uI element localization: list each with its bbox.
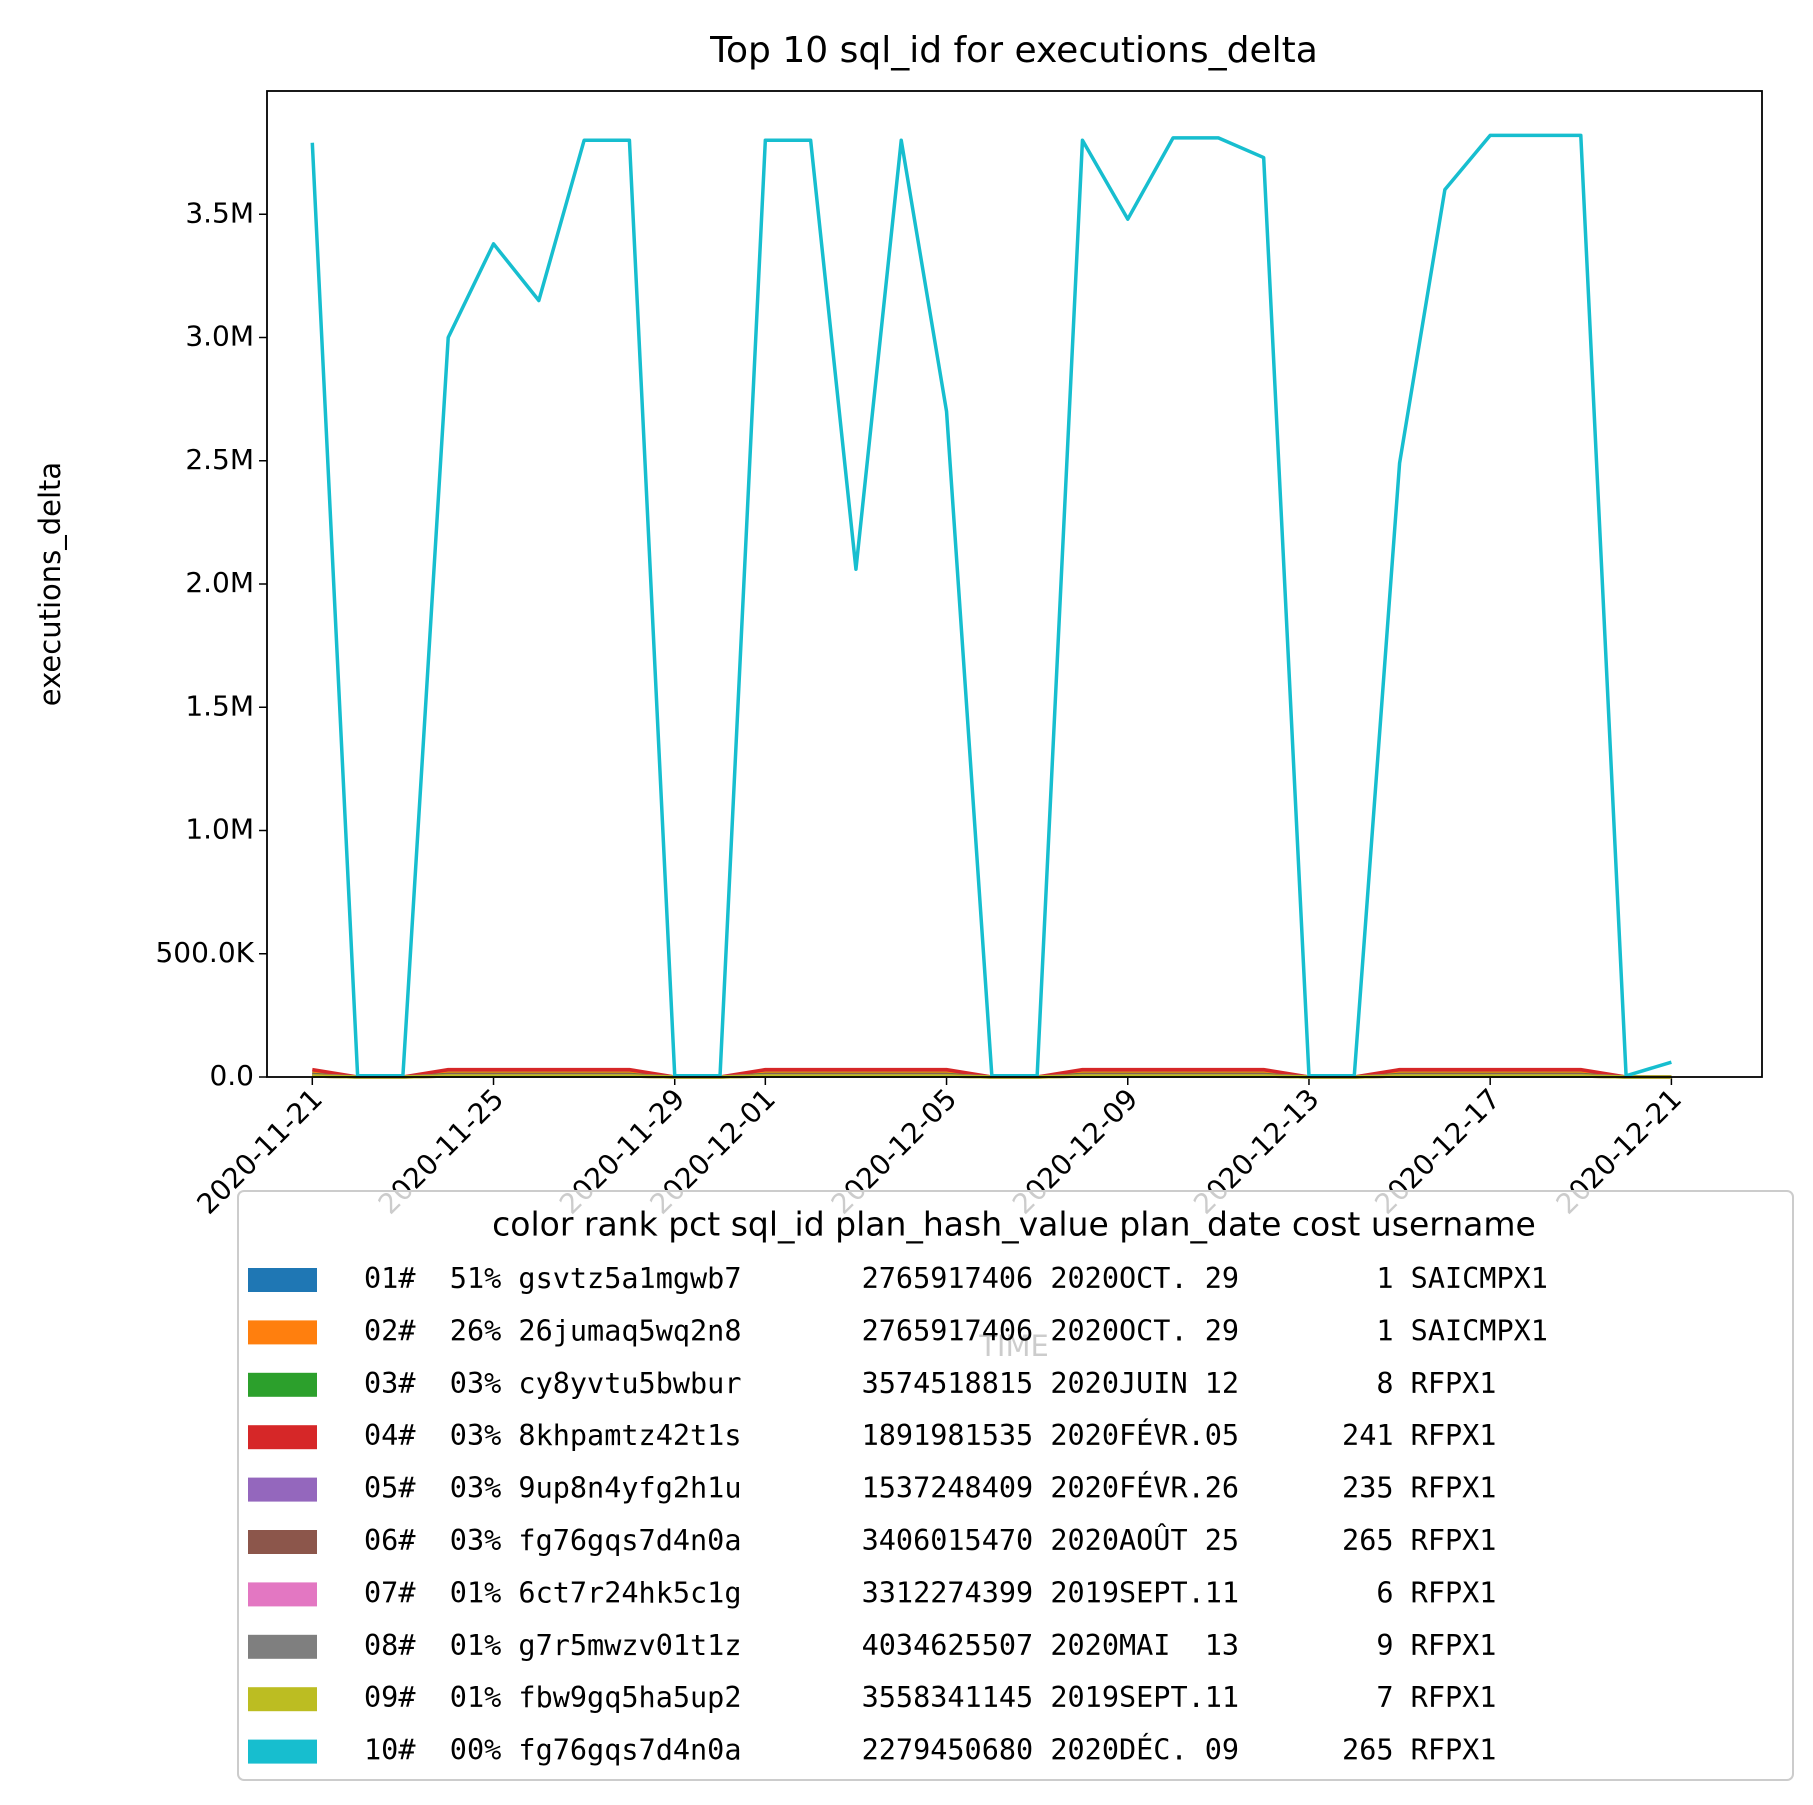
legend-swatch bbox=[248, 1634, 317, 1659]
y-tick-label: 500.0K bbox=[155, 936, 254, 969]
legend-swatch bbox=[248, 1372, 317, 1397]
y-tick-label: 1.5M bbox=[185, 689, 254, 722]
y-tick-label: 3.0M bbox=[185, 320, 254, 353]
y-axis-label: executions_delta bbox=[33, 462, 67, 706]
legend-swatch bbox=[248, 1477, 317, 1502]
y-tick-label: 2.5M bbox=[185, 443, 254, 476]
y-tick-label: 3.5M bbox=[185, 196, 254, 229]
legend-entry: 07# 01% 6ct7r24hk5c1g 3312274399 2019SEP… bbox=[364, 1576, 1496, 1609]
legend-entry: 04# 03% 8khpamtz42t1s 1891981535 2020FÉV… bbox=[364, 1418, 1496, 1452]
legend-entry: 06# 03% fg76gqs7d4n0a 3406015470 2020AOÛ… bbox=[364, 1523, 1496, 1557]
legend-swatch bbox=[248, 1425, 317, 1450]
legend-title: color rank pct sql_id plan_hash_value pl… bbox=[492, 1205, 1536, 1244]
legend-swatch bbox=[248, 1582, 317, 1607]
series-line bbox=[310, 133, 1672, 1078]
legend-entry: 09# 01% fbw9gq5ha5up2 3558341145 2019SEP… bbox=[364, 1681, 1496, 1714]
legend-swatch bbox=[248, 1268, 317, 1292]
legend-entry: 05# 03% 9up8n4yfg2h1u 1537248409 2020FÉV… bbox=[364, 1471, 1496, 1505]
legend-swatch bbox=[248, 1739, 317, 1764]
y-tick-label: 0.0 bbox=[209, 1059, 254, 1092]
chart-title: Top 10 sql_id for executions_delta bbox=[709, 30, 1318, 71]
legend-entry: 08# 01% g7r5mwzv01t1z 4034625507 2020MAI… bbox=[364, 1629, 1496, 1662]
legend-entry: 02# 26% 26jumaq5wq2n8 2765917406 2020OCT… bbox=[364, 1314, 1548, 1347]
legend-box bbox=[237, 1190, 1794, 1781]
legend-entry: 01# 51% gsvtz5a1mgwb7 2765917406 2020OCT… bbox=[364, 1262, 1548, 1295]
y-tick-label: 1.0M bbox=[185, 813, 254, 846]
legend-swatch bbox=[248, 1320, 317, 1345]
legend-swatch bbox=[248, 1530, 317, 1554]
y-tick-label: 2.0M bbox=[185, 566, 254, 599]
legend-entry: 03# 03% cy8yvtu5bwbur 3574518815 2020JUI… bbox=[364, 1367, 1496, 1400]
plot-frame bbox=[266, 90, 1763, 1078]
legend-entry: 10# 00% fg76gqs7d4n0a 2279450680 2020DÉC… bbox=[364, 1733, 1496, 1767]
legend-swatch bbox=[248, 1687, 317, 1712]
